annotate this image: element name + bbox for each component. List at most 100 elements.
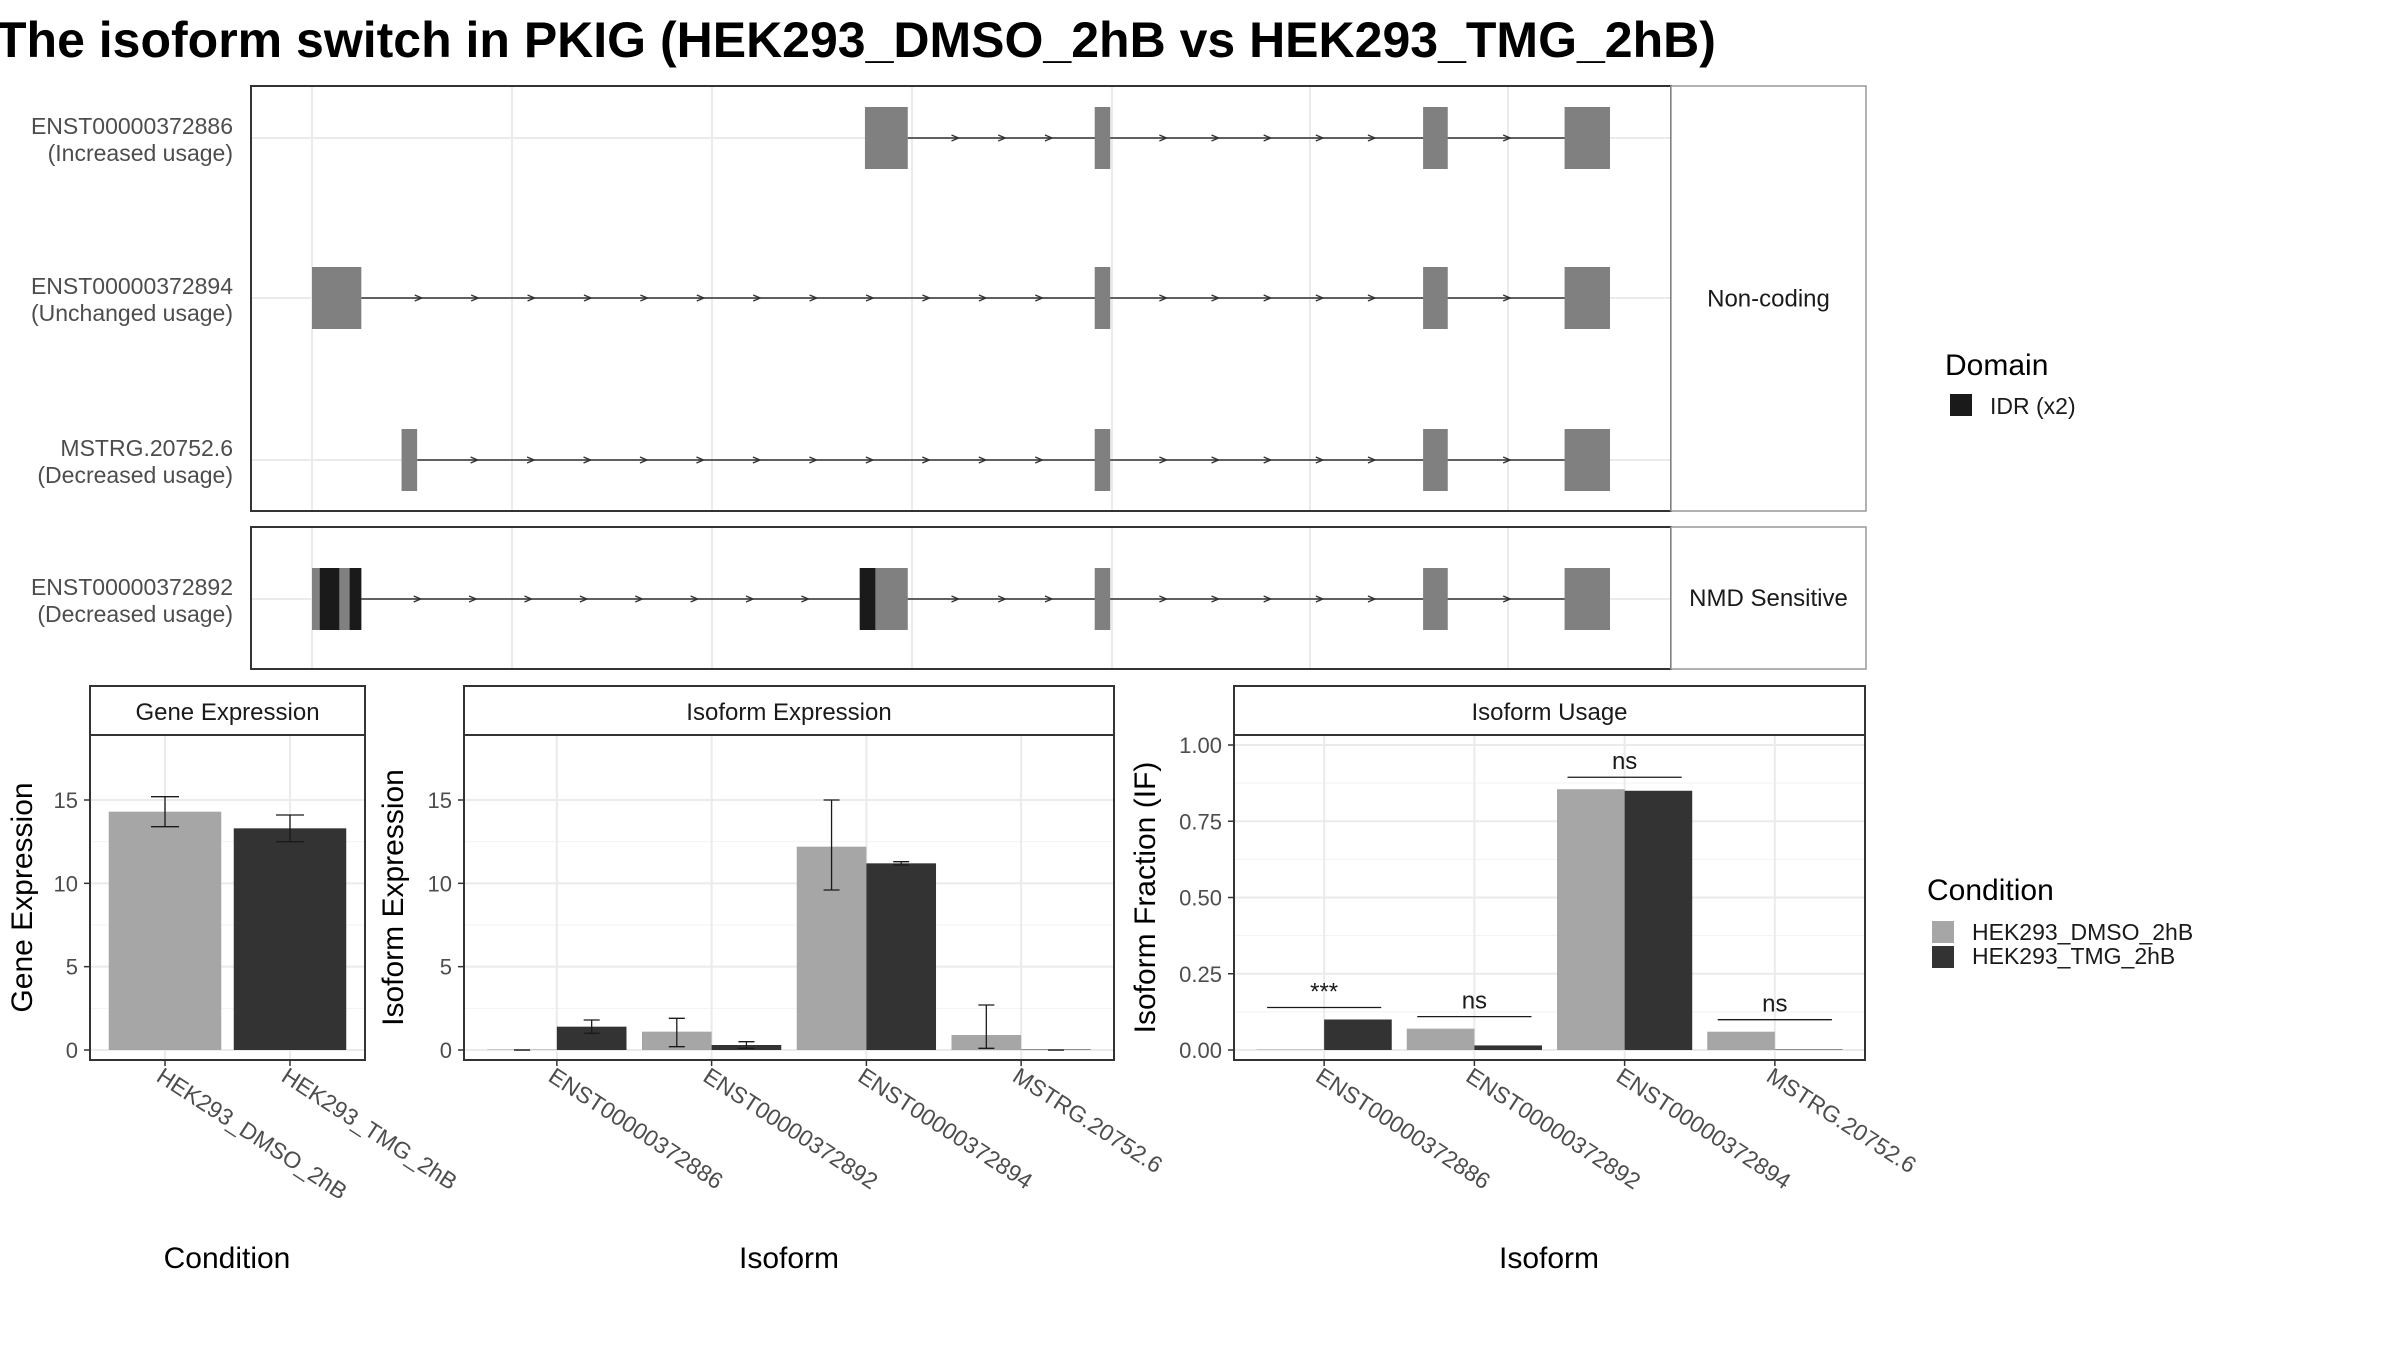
direction-arrow xyxy=(583,456,593,464)
domain-legend-swatch xyxy=(1950,394,1972,416)
y-tick-label: 0 xyxy=(66,1038,78,1063)
domain-legend-label: IDR (x2) xyxy=(1990,393,2076,419)
direction-arrow xyxy=(414,294,424,302)
bar xyxy=(1624,790,1693,1050)
chart-strip-title: Gene Expression xyxy=(135,699,319,726)
y-tick-label: 0.25 xyxy=(1179,962,1222,987)
significance-label: ns xyxy=(1612,748,1637,775)
transcript-usage-label: (Increased usage) xyxy=(48,140,233,166)
y-tick-label: 10 xyxy=(428,871,452,896)
idr-domain-block xyxy=(349,568,362,630)
chart-strip-title: Isoform Usage xyxy=(1471,699,1627,726)
direction-arrow xyxy=(1159,134,1169,142)
y-tick-label: 10 xyxy=(54,871,78,896)
direction-arrow xyxy=(1502,294,1512,302)
chart-plot-border xyxy=(89,734,366,1061)
direction-arrow xyxy=(951,595,961,603)
direction-arrow xyxy=(640,294,650,302)
direction-arrow xyxy=(690,595,700,603)
condition-legend-label-tmg: HEK293_TMG_2hB xyxy=(1972,943,2175,969)
direction-arrow xyxy=(527,294,537,302)
x-tick-label: MSTRG.20752.6 xyxy=(1762,1062,1921,1178)
direction-arrow xyxy=(922,294,932,302)
transcript-id-label: ENST00000372894 xyxy=(31,273,233,299)
exon-block xyxy=(1094,429,1111,491)
bar xyxy=(1774,1049,1843,1050)
bar xyxy=(1324,1019,1392,1050)
direction-arrow xyxy=(1315,456,1325,464)
bar xyxy=(1707,1031,1775,1050)
direction-arrow xyxy=(809,456,819,464)
exon-block xyxy=(312,267,362,329)
direction-arrow xyxy=(1211,595,1221,603)
y-axis-label: Isoform Expression xyxy=(377,769,410,1026)
domain-legend-title: Domain xyxy=(1945,349,2048,382)
transcript-usage-label: (Decreased usage) xyxy=(37,462,233,488)
direction-arrow xyxy=(413,595,423,603)
exon-block xyxy=(1094,568,1111,630)
transcript-id-label: MSTRG.20752.6 xyxy=(60,435,233,461)
y-tick-label: 0.50 xyxy=(1179,886,1222,911)
bar xyxy=(1474,1045,1542,1050)
direction-arrow xyxy=(865,456,875,464)
direction-arrow xyxy=(468,595,478,603)
bar xyxy=(1557,789,1625,1050)
bar xyxy=(108,811,222,1050)
exon-block xyxy=(1423,429,1448,491)
direction-arrow xyxy=(1263,595,1273,603)
x-tick-label: MSTRG.20752.6 xyxy=(1008,1062,1167,1178)
exon-block xyxy=(1564,107,1610,169)
direction-arrow xyxy=(634,595,645,603)
structure-facet-strip xyxy=(1670,85,1867,512)
chart-strip-title: Isoform Expression xyxy=(686,699,891,726)
x-axis-label: Condition xyxy=(164,1242,291,1275)
y-tick-label: 0.00 xyxy=(1179,1038,1222,1063)
bar xyxy=(866,863,937,1050)
exon-block xyxy=(1564,429,1610,491)
significance-label: ns xyxy=(1462,988,1487,1015)
direction-arrow xyxy=(1367,294,1377,302)
chart-plot-border xyxy=(463,734,1115,1061)
exon-block xyxy=(1564,267,1610,329)
direction-arrow xyxy=(1159,294,1169,302)
condition-legend: Condition HEK293_DMSO_2hB HEK293_TMG_2hB xyxy=(1927,874,2193,969)
exon-block xyxy=(1423,568,1448,630)
condition-legend-title: Condition xyxy=(1927,874,2054,907)
transcript-id-label: ENST00000372892 xyxy=(31,574,233,600)
direction-arrow xyxy=(579,595,589,603)
direction-arrow xyxy=(1367,134,1377,142)
chart-plot-border xyxy=(1233,734,1866,1061)
y-tick-label: 5 xyxy=(66,955,78,980)
x-axis-label: Isoform xyxy=(1499,1242,1599,1275)
y-axis-label: Isoform Fraction (IF) xyxy=(1129,762,1162,1034)
direction-arrow xyxy=(922,456,932,464)
bar xyxy=(1406,1028,1475,1050)
y-tick-label: 1.00 xyxy=(1179,733,1222,758)
direction-arrow xyxy=(524,595,534,603)
direction-arrow xyxy=(865,294,875,302)
chart-strip xyxy=(1233,685,1866,736)
direction-arrow xyxy=(978,456,988,464)
figure-title: The isoform switch in PKIG (HEK293_DMSO_… xyxy=(0,12,1716,68)
direction-arrow xyxy=(639,456,649,464)
direction-arrow xyxy=(1263,294,1273,302)
direction-arrow xyxy=(1502,134,1512,142)
direction-arrow xyxy=(1315,595,1325,603)
direction-arrow xyxy=(1159,595,1169,603)
significance-label: ns xyxy=(1762,991,1787,1018)
x-axis-label: Isoform xyxy=(739,1242,839,1275)
direction-arrow xyxy=(1211,294,1221,302)
condition-legend-swatch-dmso xyxy=(1932,921,1954,943)
direction-arrow xyxy=(1315,294,1325,302)
direction-arrow xyxy=(1044,134,1054,142)
structure-facet-label: Non-coding xyxy=(1707,286,1830,313)
direction-arrow xyxy=(809,294,819,302)
chart-strip xyxy=(89,685,366,736)
condition-legend-swatch-tmg xyxy=(1932,946,1954,968)
exon-block xyxy=(1423,107,1448,169)
idr-domain-block xyxy=(319,568,340,630)
exon-block xyxy=(401,429,418,491)
direction-arrow xyxy=(1035,294,1045,302)
chart-plot-bg xyxy=(464,735,1114,1060)
